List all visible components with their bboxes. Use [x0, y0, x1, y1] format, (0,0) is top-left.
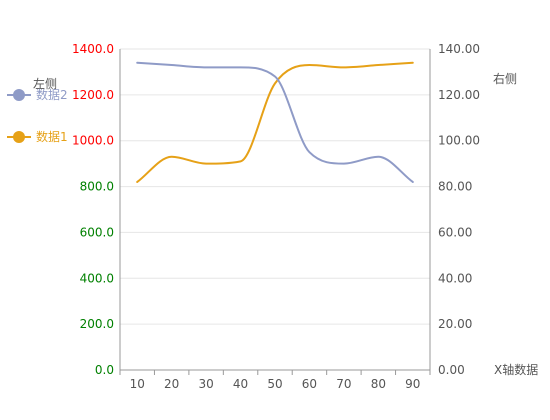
left-axis-tick-label: 0.0: [95, 363, 114, 377]
legend: 数据2 数据1: [7, 87, 68, 144]
series-lines: [136, 61, 414, 183]
x-axis-tick-labels: 10 20 30 40 50 60 70 80 90: [119, 370, 431, 391]
axes: [119, 49, 431, 371]
left-axis-tick-label: 400.0: [80, 271, 114, 285]
series-line-1: [136, 61, 414, 183]
left-axis-tick-label: 1400.0: [72, 42, 114, 56]
legend-label-series-2: 数据2: [36, 87, 68, 102]
right-axis-tick-label: 100.00: [438, 134, 480, 148]
right-axis-tick-label: 20.00: [438, 317, 472, 331]
left-axis-tick-label: 1200.0: [72, 88, 114, 102]
grid-lines: [120, 48, 430, 325]
left-axis-tick-label: 200.0: [80, 317, 114, 331]
left-axis-tick-labels: 0.0 200.0 400.0 600.0 800.0 1000.0 1200.0 1400.…: [72, 42, 114, 377]
legend-item-series-1[interactable]: 数据1: [7, 129, 68, 144]
x-axis-tick-label: 30: [198, 377, 213, 391]
right-axis-tick-label: 140.00: [438, 42, 480, 56]
x-axis-tick-label: 60: [302, 377, 317, 391]
legend-label-series-1: 数据1: [36, 129, 68, 144]
right-axis-tick-labels: 0.00 20.00 40.00 60.00 80.00 100.00 120.00 140.…: [438, 42, 480, 377]
x-axis-tick-label: 50: [267, 377, 282, 391]
right-axis-tick-label: 60.00: [438, 225, 472, 239]
left-axis-tick-label: 1000.0: [72, 134, 114, 148]
x-axis-tick-label: 10: [130, 377, 145, 391]
right-axis-tick-label: 40.00: [438, 271, 472, 285]
x-axis-tick-label: 80: [371, 377, 386, 391]
right-axis-tick-label: 80.00: [438, 180, 472, 194]
left-axis-name: 左侧: [33, 76, 57, 91]
legend-item-series-2[interactable]: 数据2: [7, 87, 68, 102]
x-axis-tick-label: 70: [336, 377, 351, 391]
x-axis-name: X轴数据: [494, 362, 538, 377]
right-axis-tick-label: 0.00: [438, 363, 465, 377]
right-axis-tick-label: 120.00: [438, 88, 480, 102]
series-line-2: [136, 61, 414, 183]
x-axis-tick-label: 40: [233, 377, 248, 391]
legend-marker-series-2: [13, 89, 25, 101]
right-axis-name: 右侧: [493, 71, 517, 86]
left-axis-tick-label: 600.0: [80, 225, 114, 239]
x-axis-tick-label: 20: [164, 377, 179, 391]
legend-marker-series-1: [13, 131, 25, 143]
left-axis-tick-label: 800.0: [80, 180, 114, 194]
x-axis-tick-label: 90: [405, 377, 420, 391]
